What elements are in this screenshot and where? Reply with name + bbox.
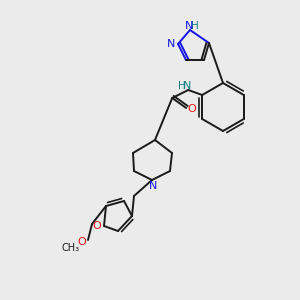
Text: H: H [191,21,199,31]
Text: N: N [167,39,175,49]
Text: H: H [178,81,186,91]
Text: O: O [93,221,101,231]
Text: O: O [188,104,197,114]
Text: N: N [149,181,157,191]
Text: O: O [78,237,86,247]
Text: N: N [183,81,191,91]
Text: CH₃: CH₃ [62,243,80,253]
Text: N: N [185,21,193,31]
